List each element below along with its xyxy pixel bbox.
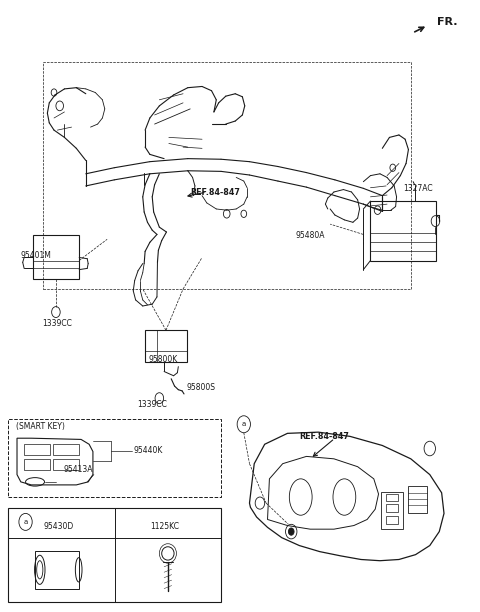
Text: 95800S: 95800S [186, 383, 216, 392]
Text: FR.: FR. [437, 17, 457, 27]
Text: REF.84-847: REF.84-847 [190, 188, 240, 197]
Text: 1125KC: 1125KC [151, 521, 180, 531]
Text: 95401M: 95401M [21, 250, 52, 259]
Text: 95413A: 95413A [63, 465, 93, 474]
Text: 1339CC: 1339CC [137, 400, 167, 409]
Text: 95440K: 95440K [133, 446, 163, 455]
Text: a: a [241, 421, 246, 427]
Text: 95480A: 95480A [296, 231, 325, 239]
Text: 1327AC: 1327AC [404, 184, 433, 193]
Text: a: a [24, 519, 28, 525]
Circle shape [288, 528, 294, 536]
Text: 1339CC: 1339CC [42, 319, 72, 328]
Text: REF.84-847: REF.84-847 [300, 433, 349, 441]
Text: 95430D: 95430D [43, 521, 73, 531]
Text: 95800K: 95800K [149, 356, 178, 365]
Text: (SMART KEY): (SMART KEY) [16, 422, 65, 431]
